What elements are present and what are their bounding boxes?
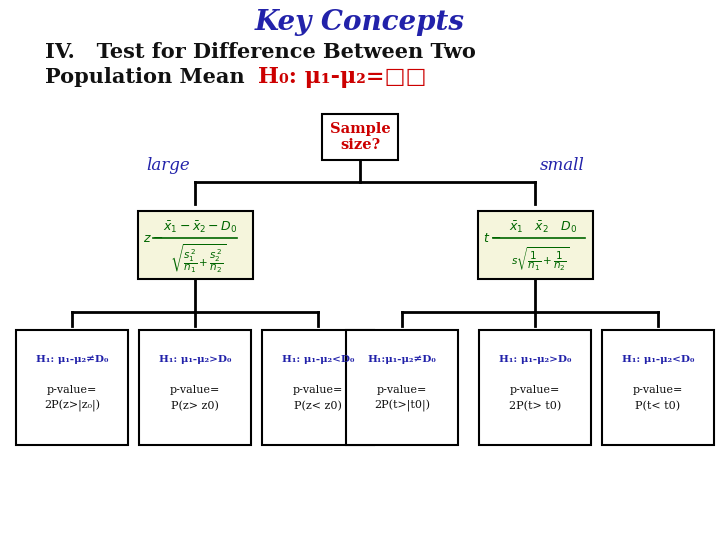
Text: $\bar{x}_1 - \bar{x}_2 - D_0$: $\bar{x}_1 - \bar{x}_2 - D_0$ bbox=[163, 219, 238, 235]
Text: 2P(t>|t0|): 2P(t>|t0|) bbox=[374, 400, 430, 412]
Text: IV.   Test for Difference Between Two: IV. Test for Difference Between Two bbox=[45, 42, 476, 62]
Text: small: small bbox=[540, 157, 585, 174]
Text: Sample
size?: Sample size? bbox=[330, 122, 390, 152]
Text: H₁:μ₁-μ₂≠D₀: H₁:μ₁-μ₂≠D₀ bbox=[368, 355, 436, 364]
Text: p-value=: p-value= bbox=[510, 385, 560, 395]
Text: Key Concepts: Key Concepts bbox=[255, 9, 465, 36]
FancyBboxPatch shape bbox=[16, 330, 128, 445]
Text: H₁: μ₁-μ₂>D₀: H₁: μ₁-μ₂>D₀ bbox=[499, 355, 571, 364]
Text: large: large bbox=[146, 157, 190, 174]
Text: 2P(t> t0): 2P(t> t0) bbox=[509, 401, 561, 411]
FancyBboxPatch shape bbox=[479, 330, 591, 445]
Text: H₁: μ₁-μ₂≠D₀: H₁: μ₁-μ₂≠D₀ bbox=[36, 355, 108, 364]
FancyBboxPatch shape bbox=[322, 114, 398, 160]
Text: H₁: μ₁-μ₂<D₀: H₁: μ₁-μ₂<D₀ bbox=[622, 355, 694, 364]
FancyBboxPatch shape bbox=[346, 330, 458, 445]
Text: Population Mean: Population Mean bbox=[45, 67, 245, 87]
Text: p-value=: p-value= bbox=[633, 385, 683, 395]
Text: H₁: μ₁-μ₂<D₀: H₁: μ₁-μ₂<D₀ bbox=[282, 355, 354, 364]
FancyBboxPatch shape bbox=[602, 330, 714, 445]
FancyBboxPatch shape bbox=[262, 330, 374, 445]
FancyBboxPatch shape bbox=[139, 330, 251, 445]
Text: H₁: μ₁-μ₂>D₀: H₁: μ₁-μ₂>D₀ bbox=[159, 355, 231, 364]
Text: p-value=: p-value= bbox=[293, 385, 343, 395]
Text: H₀: μ₁-μ₂=□□: H₀: μ₁-μ₂=□□ bbox=[258, 66, 426, 88]
Text: $z-$: $z-$ bbox=[143, 232, 163, 245]
Text: $t-$: $t-$ bbox=[483, 232, 501, 245]
Text: $s\sqrt{\dfrac{1}{n_1}+\dfrac{1}{n_2}}$: $s\sqrt{\dfrac{1}{n_1}+\dfrac{1}{n_2}}$ bbox=[511, 245, 569, 273]
FancyBboxPatch shape bbox=[477, 211, 593, 279]
Text: $\bar{x}_1 \quad \bar{x}_2 \quad D_0$: $\bar{x}_1 \quad \bar{x}_2 \quad D_0$ bbox=[509, 219, 577, 235]
Text: P(z< z0): P(z< z0) bbox=[294, 401, 342, 411]
Text: 2P(z>|z₀|): 2P(z>|z₀|) bbox=[44, 400, 100, 412]
Text: p-value=: p-value= bbox=[377, 385, 427, 395]
Text: $\sqrt{\dfrac{s_1^{\,2}}{n_1}+\dfrac{s_2^{\,2}}{n_2}}$: $\sqrt{\dfrac{s_1^{\,2}}{n_1}+\dfrac{s_2… bbox=[170, 243, 226, 275]
Text: p-value=: p-value= bbox=[47, 385, 97, 395]
Text: P(z> z0): P(z> z0) bbox=[171, 401, 219, 411]
Text: p-value=: p-value= bbox=[170, 385, 220, 395]
FancyBboxPatch shape bbox=[138, 211, 253, 279]
Text: P(t< t0): P(t< t0) bbox=[636, 401, 680, 411]
